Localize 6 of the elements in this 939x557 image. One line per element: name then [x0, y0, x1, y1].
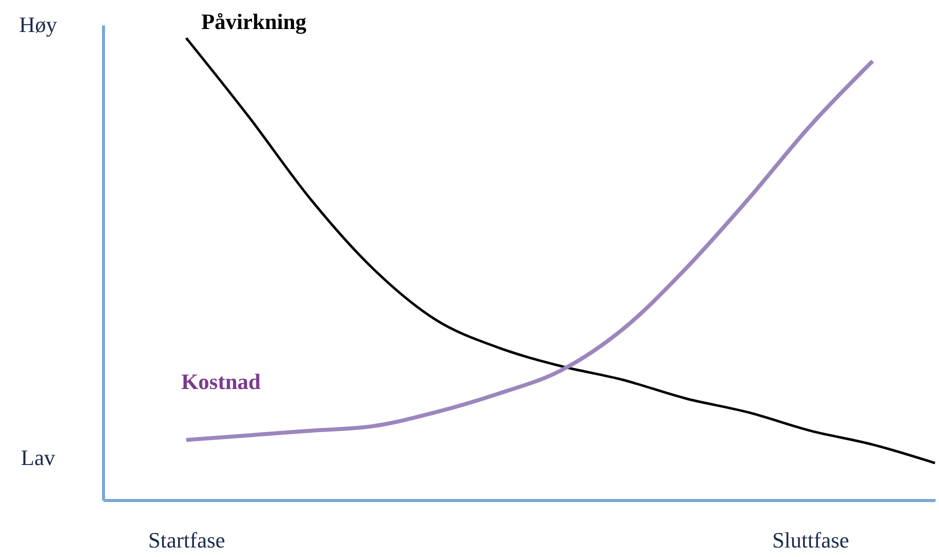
x-tick-label: Startfase	[148, 528, 226, 552]
series-label: Kostnad	[181, 368, 261, 394]
text: Høy	[19, 12, 57, 37]
series-label: Påvirkning	[201, 9, 306, 34]
text: Lav	[20, 445, 56, 470]
x-tick-label: Sluttfase	[772, 528, 850, 552]
